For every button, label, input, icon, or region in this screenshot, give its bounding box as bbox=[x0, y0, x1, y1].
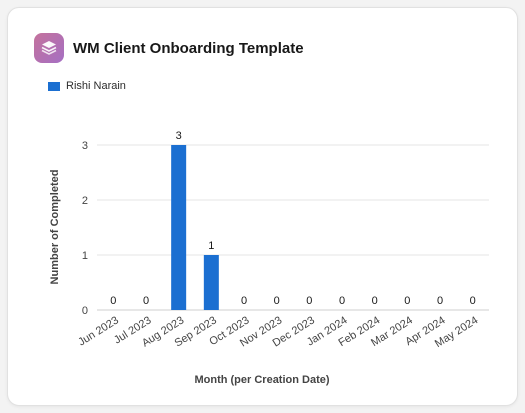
bar-value-label: 3 bbox=[176, 130, 182, 142]
y-tick-label: 1 bbox=[82, 250, 88, 262]
y-tick-label: 3 bbox=[82, 140, 88, 152]
bar-value-label: 0 bbox=[110, 295, 116, 307]
y-tick-label: 2 bbox=[82, 195, 88, 207]
bar[interactable] bbox=[171, 145, 187, 310]
report-card: WM Client Onboarding Template Rishi Nara… bbox=[7, 7, 518, 406]
bar-value-label: 0 bbox=[339, 295, 345, 307]
chart-bars bbox=[171, 145, 219, 310]
bar-value-label: 0 bbox=[404, 295, 410, 307]
chart-gridlines bbox=[97, 144, 489, 311]
page-title: WM Client Onboarding Template bbox=[73, 39, 304, 57]
bar-value-label: 0 bbox=[143, 295, 149, 307]
bar[interactable] bbox=[203, 255, 219, 310]
y-tick-label: 0 bbox=[82, 305, 88, 317]
bar-value-label: 0 bbox=[437, 295, 443, 307]
bar-value-label: 0 bbox=[470, 295, 476, 307]
bar-value-labels: 0 0 3 1 0 0 0 0 0 0 0 0 bbox=[110, 130, 475, 307]
y-axis-ticks: 0 1 2 3 bbox=[82, 140, 88, 317]
bar-value-label: 1 bbox=[208, 240, 214, 252]
x-tick-label: Jun 2023 bbox=[76, 314, 121, 348]
chart-legend: Rishi Narain bbox=[48, 80, 126, 92]
card-header: WM Client Onboarding Template bbox=[34, 33, 304, 63]
bar-value-label: 0 bbox=[306, 295, 312, 307]
layers-icon bbox=[34, 33, 64, 63]
x-axis-title: Month (per Creation Date) bbox=[194, 374, 329, 386]
y-axis-title: Number of Completed bbox=[49, 170, 61, 285]
bar-value-label: 0 bbox=[274, 295, 280, 307]
legend-label: Rishi Narain bbox=[66, 80, 126, 92]
bar-value-label: 0 bbox=[372, 295, 378, 307]
bar-value-label: 0 bbox=[241, 295, 247, 307]
legend-swatch bbox=[48, 81, 60, 91]
